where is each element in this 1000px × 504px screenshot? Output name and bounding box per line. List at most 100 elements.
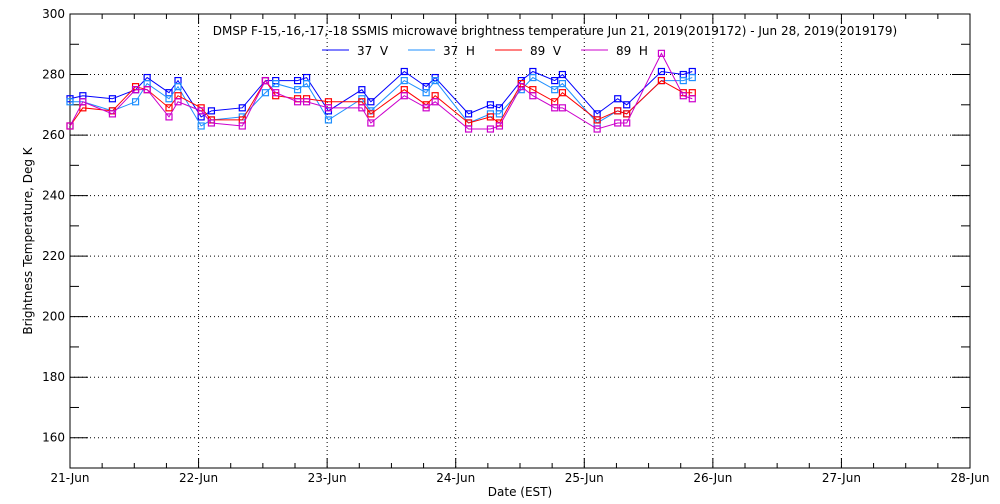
data-point-37-h xyxy=(558,80,567,88)
y-tick-label: 200 xyxy=(42,310,65,324)
x-tick-label: 23-Jun xyxy=(308,471,347,485)
data-point-89-h xyxy=(558,104,567,112)
y-axis-label: Brightness Temperature, Deg K xyxy=(21,146,35,334)
data-point-89-h xyxy=(66,122,74,130)
data-point-89-h xyxy=(324,104,333,112)
data-point-37-v xyxy=(614,95,622,103)
data-point-37-h xyxy=(495,110,504,118)
data-point-37-h xyxy=(293,86,302,94)
y-tick-label: 300 xyxy=(42,7,65,21)
data-point-89-h xyxy=(517,83,525,91)
data-point-37-v xyxy=(464,110,473,118)
data-point-37-h xyxy=(66,98,74,106)
data-point-37-v xyxy=(551,76,559,85)
data-point-37-h xyxy=(131,98,140,106)
data-point-37-v xyxy=(486,101,495,109)
data-point-89-h xyxy=(464,125,473,133)
data-point-89-v xyxy=(623,110,631,118)
data-point-37-v xyxy=(558,70,567,79)
data-point-89-v xyxy=(558,89,567,97)
data-point-37-h xyxy=(551,86,559,94)
data-point-89-h xyxy=(486,125,495,133)
y-tick-label: 260 xyxy=(42,128,65,142)
data-point-89-h xyxy=(293,98,302,106)
data-point-89-h xyxy=(623,119,631,127)
data-point-37-h xyxy=(272,80,280,88)
series-line-89-v xyxy=(69,79,693,127)
data-point-89-h xyxy=(551,104,559,112)
data-point-89-h xyxy=(495,122,504,130)
data-point-89-v xyxy=(486,113,495,121)
data-point-89-h xyxy=(688,95,696,103)
y-tick-label: 180 xyxy=(42,370,65,384)
chart-title: DMSP F-15,-16,-17,-18 SSMIS microwave br… xyxy=(213,24,897,38)
legend-label-89-h: 89 H xyxy=(616,44,648,58)
data-point-89-h xyxy=(272,89,280,97)
x-tick-label: 26-Jun xyxy=(693,471,732,485)
data-point-37-v xyxy=(207,107,216,115)
data-point-89-h xyxy=(261,76,270,85)
x-axis-label: Date (EST) xyxy=(488,485,552,499)
data-point-37-v xyxy=(108,95,117,103)
data-point-37-h xyxy=(174,83,182,91)
data-point-89-h xyxy=(79,98,87,106)
data-point-37-h xyxy=(679,76,687,85)
data-point-37-v xyxy=(657,67,666,76)
data-point-37-h xyxy=(400,76,408,85)
data-point-89-h xyxy=(529,92,537,100)
data-point-89-h xyxy=(174,98,182,106)
x-tick-label: 27-Jun xyxy=(822,471,861,485)
data-point-37-h xyxy=(165,95,173,103)
legend-label-37-h: 37 H xyxy=(443,44,475,58)
data-point-37-h xyxy=(422,89,430,97)
data-point-37-h xyxy=(302,80,311,88)
data-point-89-h xyxy=(400,92,408,100)
y-tick-label: 240 xyxy=(42,189,65,203)
data-point-89-h xyxy=(679,92,687,100)
data-point-89-h xyxy=(367,119,375,127)
data-point-89-h xyxy=(431,98,439,106)
data-point-37-h xyxy=(431,76,439,85)
data-point-89-h xyxy=(302,98,311,106)
data-point-89-h xyxy=(593,125,601,133)
data-point-89-h xyxy=(197,107,205,115)
axes: 160 180 200 220 240 260 280 300 21-Jun 22-Jun 23-J… xyxy=(42,7,989,485)
series-layer xyxy=(66,49,696,133)
data-point-89-h xyxy=(207,119,216,127)
data-point-89-h xyxy=(165,113,173,121)
legend: 37 V 37 H 89 V 89 H xyxy=(322,44,648,58)
legend-label-37-v: 37 V xyxy=(357,44,389,58)
data-point-89-h xyxy=(614,119,622,127)
data-point-37-v xyxy=(358,86,366,94)
x-tick-label: 22-Jun xyxy=(179,471,218,485)
y-tick-label: 220 xyxy=(42,249,65,263)
data-point-37-h xyxy=(529,73,537,82)
y-tick-label: 280 xyxy=(42,68,65,82)
legend-label-89-v: 89 V xyxy=(530,44,562,58)
series-line-89-h xyxy=(69,52,693,130)
data-point-37-h xyxy=(197,122,205,130)
x-tick-label: 28-Jun xyxy=(950,471,989,485)
data-point-89-h xyxy=(108,110,117,118)
data-point-89-v xyxy=(367,110,375,118)
x-tick-label: 25-Jun xyxy=(565,471,604,485)
data-point-89-h xyxy=(422,104,430,112)
data-point-89-h xyxy=(143,86,151,94)
y-tick-label: 160 xyxy=(42,431,65,445)
data-point-37-v xyxy=(400,67,408,76)
data-point-37-v xyxy=(293,76,302,85)
series-line-37-v xyxy=(69,70,693,118)
data-point-89-v xyxy=(593,116,601,124)
data-point-37-h xyxy=(261,89,270,97)
data-point-37-h xyxy=(688,73,696,82)
data-point-89-h xyxy=(358,104,366,112)
data-point-89-h xyxy=(657,49,666,57)
data-point-37-v xyxy=(623,101,631,109)
data-point-37-v xyxy=(367,98,375,106)
data-point-89-v xyxy=(657,76,666,85)
x-tick-label: 24-Jun xyxy=(436,471,475,485)
data-point-89-h xyxy=(131,86,140,94)
data-point-89-h xyxy=(238,122,246,130)
x-tick-label: 21-Jun xyxy=(50,471,89,485)
